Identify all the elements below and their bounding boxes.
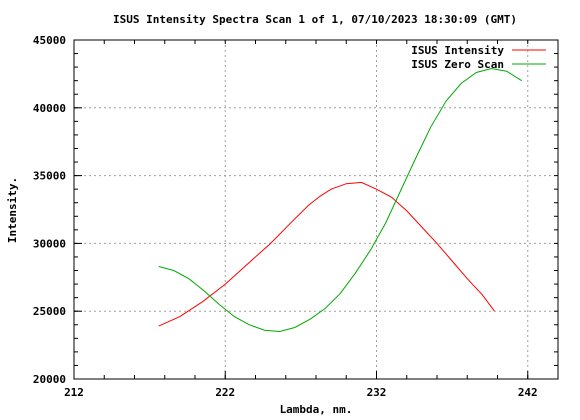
series-line-1 xyxy=(158,181,495,327)
y-tick-label: 20000 xyxy=(33,373,66,386)
x-tick-label: 222 xyxy=(215,386,235,399)
y-axis-label: Intensity. xyxy=(6,177,19,243)
x-tick-label: 242 xyxy=(518,386,538,399)
chart-title: ISUS Intensity Spectra Scan 1 of 1, 07/1… xyxy=(113,13,517,26)
y-tick-label: 30000 xyxy=(33,237,66,250)
x-tick-label: 212 xyxy=(64,386,84,399)
series-line-2 xyxy=(158,67,522,333)
series-lines xyxy=(158,67,522,333)
y-tick-label: 40000 xyxy=(33,102,66,115)
grid-lines xyxy=(74,40,558,379)
axis-ticks: 212 222 232 242 20000 25000 30000 35000 40000 450… xyxy=(33,34,559,399)
x-axis-label: Lambda, nm. xyxy=(280,403,353,416)
legend-label-2: ISUS Zero Scan xyxy=(411,58,504,71)
y-tick-label: 35000 xyxy=(33,170,66,183)
x-tick-label: 232 xyxy=(367,386,387,399)
y-tick-label: 45000 xyxy=(33,34,66,47)
y-tick-label: 25000 xyxy=(33,305,66,318)
legend-label-1: ISUS Intensity xyxy=(411,44,504,57)
plot-frame xyxy=(73,39,559,380)
